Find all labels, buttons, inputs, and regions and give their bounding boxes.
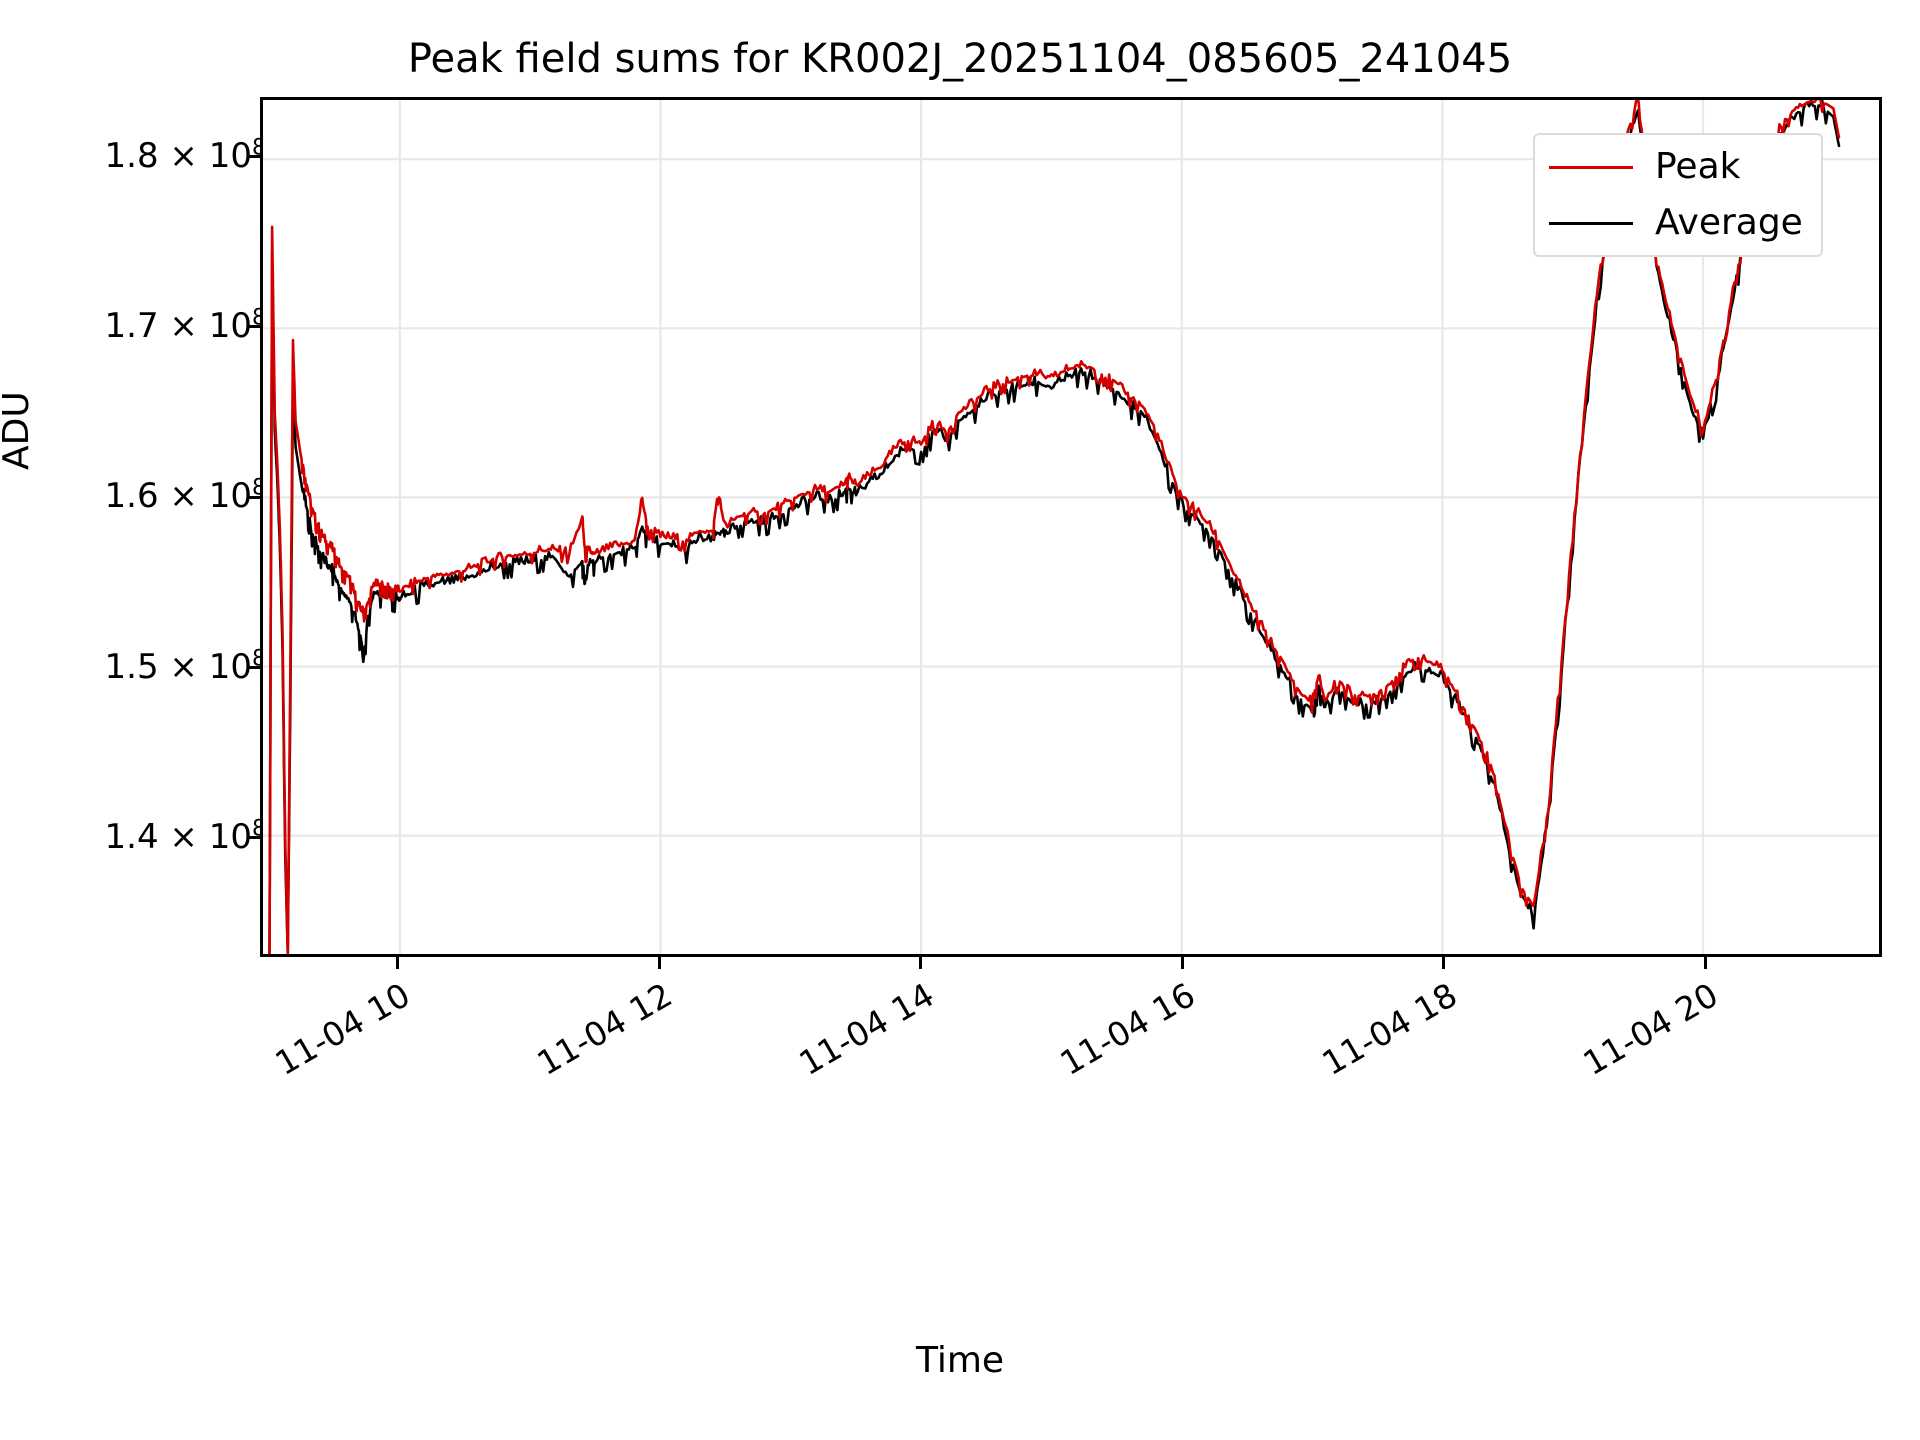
x-tick-label: 11-04 18: [1315, 975, 1464, 1083]
x-tick-mark: [1442, 957, 1446, 969]
chart-title: Peak field sums for KR002J_20251104_0856…: [407, 36, 1513, 82]
y-tick-label: 1.6 × 108: [104, 475, 266, 517]
legend-item-peak: Peak: [1549, 149, 1803, 185]
y-tick-mark: [249, 495, 260, 499]
y-tick-mark: [249, 325, 260, 329]
y-tick-mark: [249, 836, 260, 840]
x-axis-label: Time: [915, 1340, 1005, 1381]
x-tick-label: 11-04 20: [1576, 975, 1725, 1083]
x-tick-label: 11-04 14: [792, 975, 941, 1083]
y-tick-label: 1.8 × 108: [104, 135, 266, 176]
y-tick-label: 1.4 × 108: [104, 816, 266, 857]
grid-lines: [263, 100, 1879, 954]
y-tick-mark: [249, 155, 260, 159]
legend-label-peak: Peak: [1655, 146, 1741, 187]
x-tick-label: 11-04 10: [268, 975, 417, 1083]
x-tick-mark: [395, 957, 399, 969]
x-tick-label: 11-04 12: [530, 975, 679, 1083]
legend-swatch-peak: [1549, 165, 1633, 169]
x-tick-mark: [657, 957, 661, 969]
x-tick-mark: [1180, 957, 1184, 969]
data-lines: [268, 100, 1841, 954]
x-tick-mark: [919, 957, 923, 969]
y-axis-label: ADU: [0, 391, 37, 470]
legend-item-average: Average: [1549, 205, 1803, 241]
x-tick-label: 11-04 16: [1053, 975, 1202, 1083]
y-tick-label: 1.7 × 108: [104, 305, 266, 346]
y-tick-label: 1.5 × 108: [104, 646, 266, 687]
y-tick-mark: [249, 666, 260, 669]
legend-swatch-average: [1549, 221, 1633, 225]
x-tick-mark: [1703, 957, 1707, 969]
legend-label-average: Average: [1655, 202, 1803, 243]
chart-legend: Peak Average: [1533, 133, 1823, 257]
